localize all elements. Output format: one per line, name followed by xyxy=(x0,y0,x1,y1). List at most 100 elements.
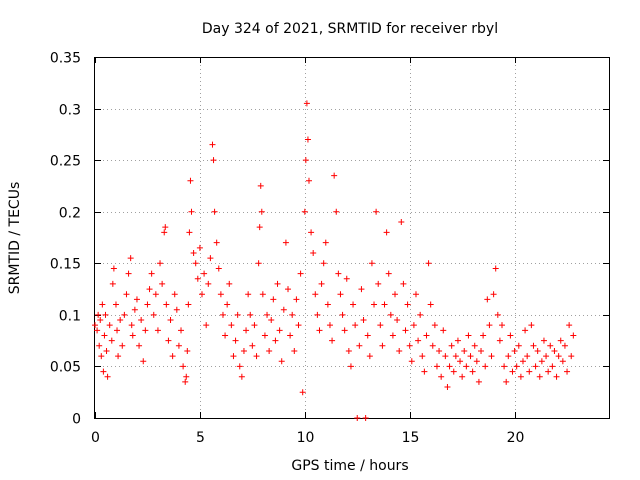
data-point xyxy=(511,347,518,354)
data-point xyxy=(232,337,239,344)
data-point xyxy=(96,342,103,349)
data-point xyxy=(350,301,357,308)
data-point xyxy=(318,280,325,287)
data-point xyxy=(440,327,447,334)
data-point xyxy=(377,322,384,329)
data-point xyxy=(503,378,510,385)
data-point xyxy=(261,332,268,339)
data-point xyxy=(352,322,359,329)
data-point xyxy=(308,229,315,236)
data-point xyxy=(341,327,348,334)
data-point xyxy=(255,260,262,267)
data-point xyxy=(94,327,101,334)
data-point xyxy=(171,291,178,298)
data-point xyxy=(180,363,187,370)
data-point xyxy=(499,322,506,329)
data-point xyxy=(362,415,369,421)
data-point xyxy=(259,291,266,298)
data-point xyxy=(387,311,394,318)
data-point xyxy=(526,368,533,375)
data-point xyxy=(196,244,203,251)
data-point xyxy=(198,291,205,298)
data-point xyxy=(385,270,392,277)
axis-ticks xyxy=(95,57,609,419)
data-point xyxy=(289,311,296,318)
data-point xyxy=(471,342,478,349)
data-point xyxy=(322,239,329,246)
data-point xyxy=(192,260,199,267)
data-point xyxy=(184,347,191,354)
x-tick-label: 10 xyxy=(297,430,315,446)
y-tick-label: 0.3 xyxy=(59,103,81,119)
data-point xyxy=(408,358,415,365)
data-point xyxy=(274,280,281,287)
data-point xyxy=(475,378,482,385)
data-point xyxy=(169,353,176,360)
data-point xyxy=(257,182,264,189)
data-point xyxy=(347,363,354,370)
data-point xyxy=(543,353,550,360)
data-point xyxy=(109,280,116,287)
data-point xyxy=(561,342,568,349)
data-point xyxy=(282,239,289,246)
data-point xyxy=(167,317,174,324)
data-point xyxy=(570,332,577,339)
data-point xyxy=(186,229,193,236)
data-point xyxy=(125,270,132,277)
data-point xyxy=(490,291,497,298)
data-point xyxy=(568,353,575,360)
data-point xyxy=(505,353,512,360)
data-point xyxy=(400,280,407,287)
data-point xyxy=(324,301,331,308)
data-point xyxy=(234,311,241,318)
data-point xyxy=(106,322,113,329)
data-point xyxy=(97,317,104,324)
data-point xyxy=(142,327,149,334)
data-point xyxy=(412,291,419,298)
data-point xyxy=(203,322,210,329)
data-point xyxy=(278,358,285,365)
data-point xyxy=(465,332,472,339)
data-point xyxy=(314,311,321,318)
data-point xyxy=(268,317,275,324)
data-point xyxy=(356,342,363,349)
data-point xyxy=(146,286,153,293)
axis-tick-labels: 0 5 10 15 20 0 0.05 0.1 0.15 0.2 0.25 0.3 0.35 xyxy=(50,51,525,447)
data-point xyxy=(165,337,172,344)
data-point xyxy=(148,270,155,277)
data-point xyxy=(194,275,201,282)
data-point xyxy=(415,337,422,344)
data-point xyxy=(112,301,119,308)
data-point xyxy=(557,337,564,344)
x-tick-label: 15 xyxy=(402,430,420,446)
data-point xyxy=(121,311,128,318)
data-point xyxy=(128,322,135,329)
y-axis-label: SRMTID / TECUs xyxy=(7,182,23,295)
data-point xyxy=(114,327,121,334)
data-point xyxy=(230,353,237,360)
data-point xyxy=(538,358,545,365)
data-point xyxy=(446,363,453,370)
data-point xyxy=(129,332,136,339)
data-point xyxy=(421,368,428,375)
data-point xyxy=(536,373,543,380)
data-point xyxy=(280,306,287,313)
data-point xyxy=(210,157,217,164)
data-point xyxy=(444,384,451,391)
plot-frame xyxy=(94,57,610,419)
data-point xyxy=(488,353,495,360)
data-point xyxy=(450,368,457,375)
data-point xyxy=(402,327,409,334)
data-point xyxy=(398,219,405,226)
x-tick-label: 0 xyxy=(91,430,100,446)
data-point xyxy=(463,363,470,370)
data-point xyxy=(517,373,524,380)
data-point xyxy=(211,208,218,215)
data-point xyxy=(201,270,208,277)
data-point xyxy=(429,342,436,349)
data-point xyxy=(127,255,134,262)
data-point xyxy=(417,311,424,318)
data-point xyxy=(364,332,371,339)
data-point xyxy=(528,322,535,329)
data-point xyxy=(183,373,190,380)
